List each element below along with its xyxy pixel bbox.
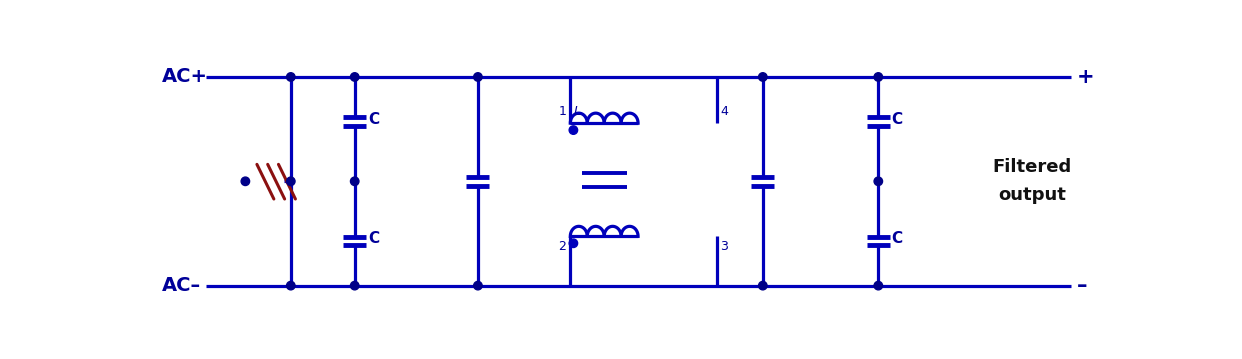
Circle shape — [287, 281, 296, 290]
Circle shape — [287, 73, 296, 81]
Circle shape — [350, 73, 359, 81]
Text: 4: 4 — [720, 105, 728, 118]
Text: 1: 1 — [559, 105, 566, 118]
Circle shape — [874, 281, 883, 290]
Text: C: C — [892, 112, 903, 127]
Circle shape — [473, 281, 482, 290]
Text: AC+: AC+ — [163, 67, 209, 87]
Text: Filtered: Filtered — [992, 158, 1072, 176]
Circle shape — [241, 177, 250, 186]
Circle shape — [874, 177, 883, 186]
Text: AC–: AC– — [163, 276, 201, 295]
Text: C: C — [368, 112, 379, 127]
Text: C: C — [892, 231, 903, 246]
Circle shape — [759, 73, 768, 81]
Circle shape — [759, 281, 768, 290]
Circle shape — [874, 73, 883, 81]
Text: L: L — [574, 105, 581, 118]
Circle shape — [569, 126, 578, 134]
Text: C: C — [368, 231, 379, 246]
Text: 3: 3 — [720, 240, 728, 253]
Circle shape — [350, 177, 359, 186]
Circle shape — [287, 177, 296, 186]
Circle shape — [350, 281, 359, 290]
Text: +: + — [1077, 67, 1094, 87]
Text: output: output — [999, 186, 1066, 204]
Text: 2: 2 — [559, 240, 566, 253]
Circle shape — [569, 239, 578, 247]
Circle shape — [473, 73, 482, 81]
Text: –: – — [1077, 276, 1088, 295]
